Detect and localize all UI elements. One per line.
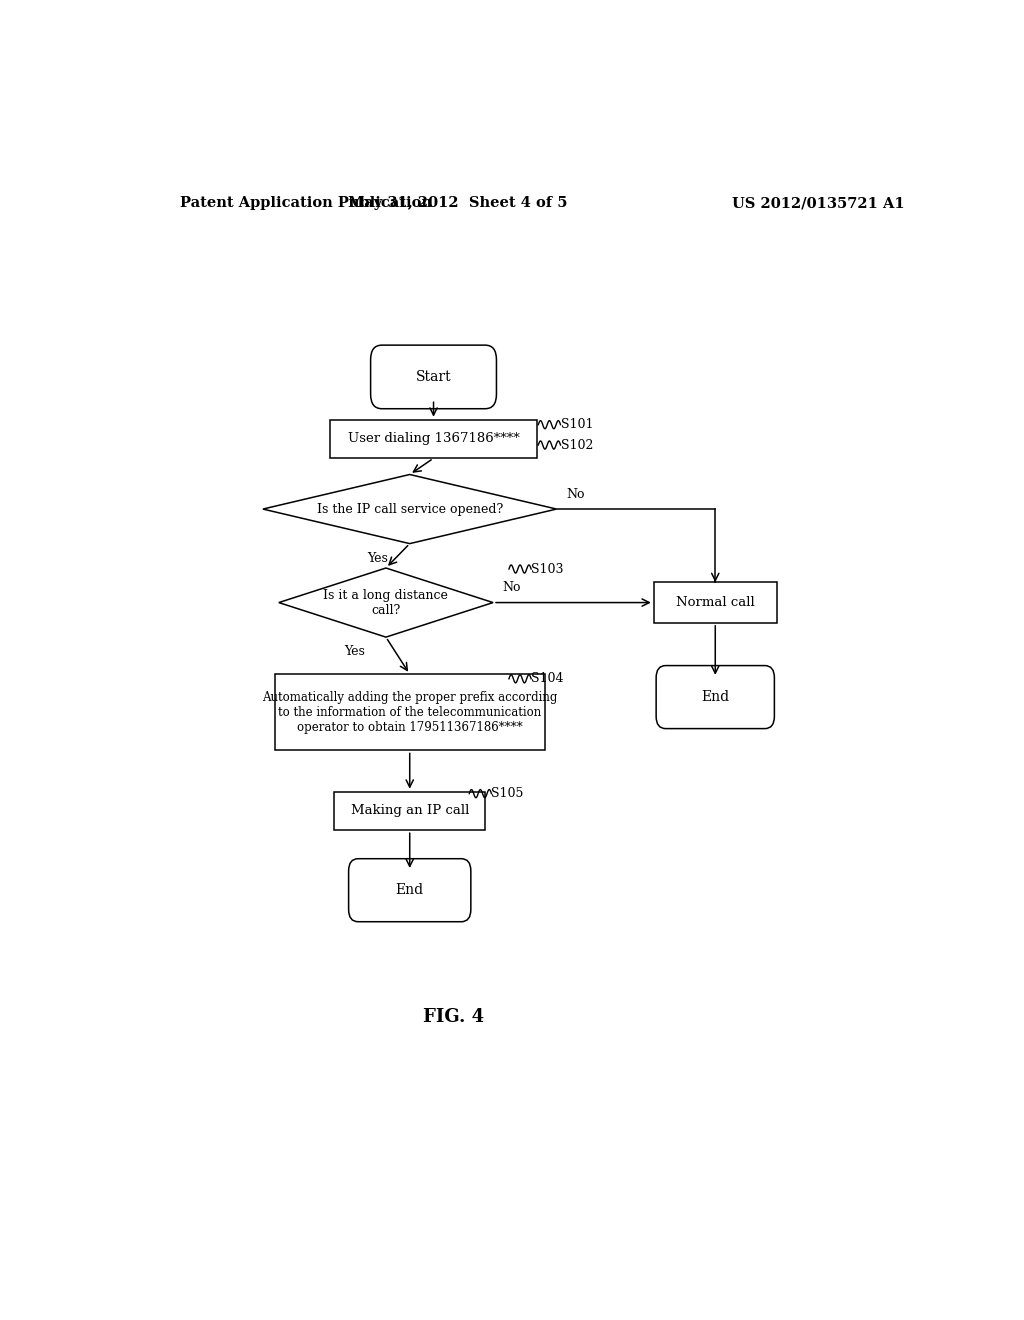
- Text: No: No: [566, 488, 585, 500]
- Text: Patent Application Publication: Patent Application Publication: [179, 197, 431, 210]
- Bar: [331, 420, 537, 458]
- FancyBboxPatch shape: [348, 859, 471, 921]
- Text: End: End: [701, 690, 729, 704]
- Bar: [274, 675, 545, 751]
- Text: Start: Start: [416, 370, 452, 384]
- Text: S103: S103: [531, 562, 563, 576]
- FancyBboxPatch shape: [656, 665, 774, 729]
- Bar: [334, 792, 485, 830]
- Text: No: No: [503, 581, 521, 594]
- Text: Yes: Yes: [368, 552, 388, 565]
- Text: S101: S101: [560, 418, 593, 432]
- Bar: [653, 582, 777, 623]
- Text: Automatically adding the proper prefix according
to the information of the telec: Automatically adding the proper prefix a…: [262, 690, 557, 734]
- Text: US 2012/0135721 A1: US 2012/0135721 A1: [732, 197, 905, 210]
- Text: May 31, 2012  Sheet 4 of 5: May 31, 2012 Sheet 4 of 5: [347, 197, 567, 210]
- FancyBboxPatch shape: [371, 345, 497, 409]
- Text: S105: S105: [492, 787, 524, 800]
- Text: Yes: Yes: [344, 645, 365, 659]
- Text: Normal call: Normal call: [676, 597, 755, 609]
- Text: User dialing 1367186****: User dialing 1367186****: [348, 433, 519, 445]
- Text: S104: S104: [531, 672, 563, 685]
- Text: End: End: [395, 883, 424, 898]
- Polygon shape: [263, 474, 557, 544]
- Text: Making an IP call: Making an IP call: [350, 804, 469, 817]
- Text: S102: S102: [560, 438, 593, 451]
- Polygon shape: [279, 568, 494, 638]
- Text: FIG. 4: FIG. 4: [423, 1008, 484, 1026]
- Text: Is the IP call service opened?: Is the IP call service opened?: [316, 503, 503, 516]
- Text: Is it a long distance
call?: Is it a long distance call?: [324, 589, 449, 616]
